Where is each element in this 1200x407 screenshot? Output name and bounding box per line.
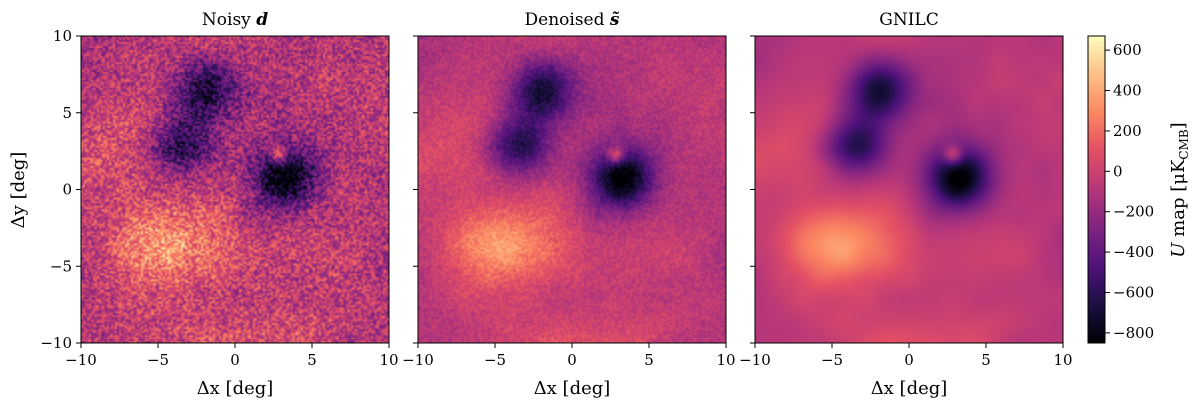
x-axis-label-panel-1: Δx [deg] xyxy=(197,378,274,399)
colorbar-tick-label: 0 xyxy=(1113,162,1123,180)
x-tick-label: 0 xyxy=(567,351,577,369)
panel-gnilc: GNILC xyxy=(754,10,1064,344)
x-tick-label: −5 xyxy=(147,351,169,369)
y-tick-label: 5 xyxy=(62,104,72,122)
heatmap-noisy xyxy=(81,36,389,343)
x-tick-label: 10 xyxy=(1053,351,1072,369)
panel-title: Noisy d xyxy=(202,10,268,30)
colorbar-tick-label: 400 xyxy=(1113,82,1142,100)
colorbar-tick-label: −200 xyxy=(1113,203,1154,221)
y-axis-label: Δy [deg] xyxy=(8,152,29,229)
colorbar-gradient xyxy=(1087,35,1106,344)
y-tick-label: −10 xyxy=(40,334,72,352)
colorbar-tick-label: 200 xyxy=(1113,122,1142,140)
x-tick-label: −10 xyxy=(65,351,97,369)
colorbar-tick-label: −600 xyxy=(1113,284,1154,302)
x-tick-label: −5 xyxy=(484,351,506,369)
heatmap-gnilc xyxy=(755,36,1063,343)
x-tick-label: −10 xyxy=(402,351,434,369)
y-tick-label: 10 xyxy=(53,27,72,45)
x-tick-label: 5 xyxy=(981,351,991,369)
colorbar: 600 400 200 0 −200 −400 −600 −800 U map [μKCMB] xyxy=(1087,35,1191,344)
x-tick-label: 10 xyxy=(379,351,398,369)
colorbar-tick-label: 600 xyxy=(1113,41,1142,59)
x-tick-label: 0 xyxy=(230,351,240,369)
colorbar-ticks: 600 400 200 0 −200 −400 −600 −800 xyxy=(1105,41,1154,342)
panel-noisy: Noisy d xyxy=(80,10,390,344)
x-tick-label: 0 xyxy=(904,351,914,369)
x-tick-label: −5 xyxy=(821,351,843,369)
x-tick-label: 5 xyxy=(644,351,654,369)
x-tick-label: −10 xyxy=(739,351,771,369)
colorbar-tick-label: −800 xyxy=(1113,324,1154,342)
x-tick-label: 5 xyxy=(307,351,317,369)
panel-title: GNILC xyxy=(879,10,938,30)
x-axis-label-panel-2: Δx [deg] xyxy=(534,378,611,399)
y-tick-label: 0 xyxy=(62,181,72,199)
y-tick-label: −5 xyxy=(50,257,72,275)
panel-title: Denoised s̃ xyxy=(525,10,620,30)
colorbar-label: U map [μKCMB] xyxy=(1168,122,1191,257)
colorbar-tick-label: −400 xyxy=(1113,243,1154,261)
x-axis-label-panel-3: Δx [deg] xyxy=(871,378,948,399)
x-tick-label: 10 xyxy=(716,351,735,369)
panel-denoised: Denoised s̃ xyxy=(417,10,727,344)
heatmap-denoised xyxy=(418,36,726,343)
